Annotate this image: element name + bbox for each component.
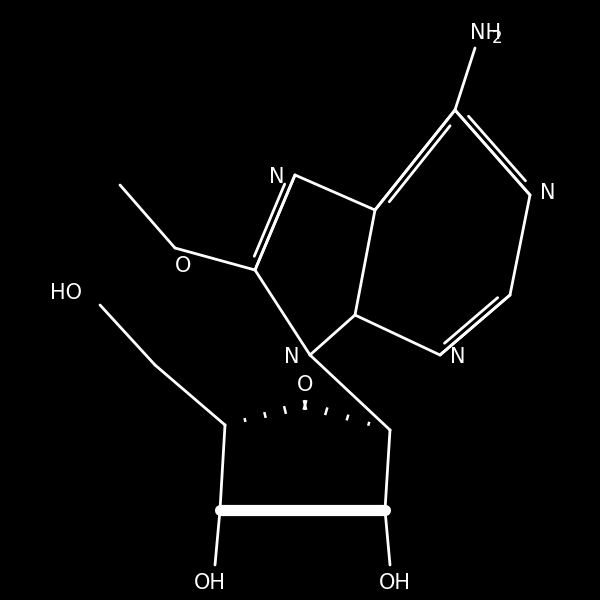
Text: HO: HO [50, 283, 82, 303]
Text: O: O [297, 375, 313, 395]
Text: 2: 2 [491, 29, 502, 47]
Text: N: N [450, 347, 466, 367]
Text: O: O [175, 256, 191, 276]
Text: OH: OH [379, 573, 411, 593]
Text: N: N [540, 183, 556, 203]
Text: NH: NH [470, 23, 501, 43]
Text: OH: OH [194, 573, 226, 593]
Text: N: N [284, 347, 300, 367]
Text: N: N [269, 167, 285, 187]
